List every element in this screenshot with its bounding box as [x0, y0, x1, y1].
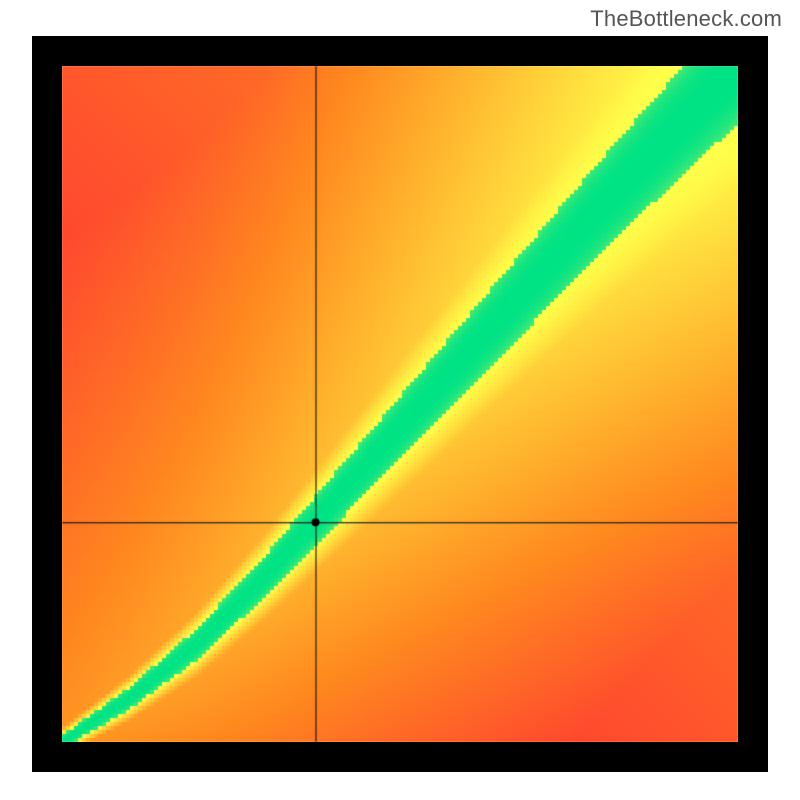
watermark-text: TheBottleneck.com — [590, 6, 782, 32]
page-container: TheBottleneck.com — [0, 0, 800, 800]
plot-frame — [32, 36, 768, 772]
bottleneck-heatmap — [32, 36, 768, 772]
